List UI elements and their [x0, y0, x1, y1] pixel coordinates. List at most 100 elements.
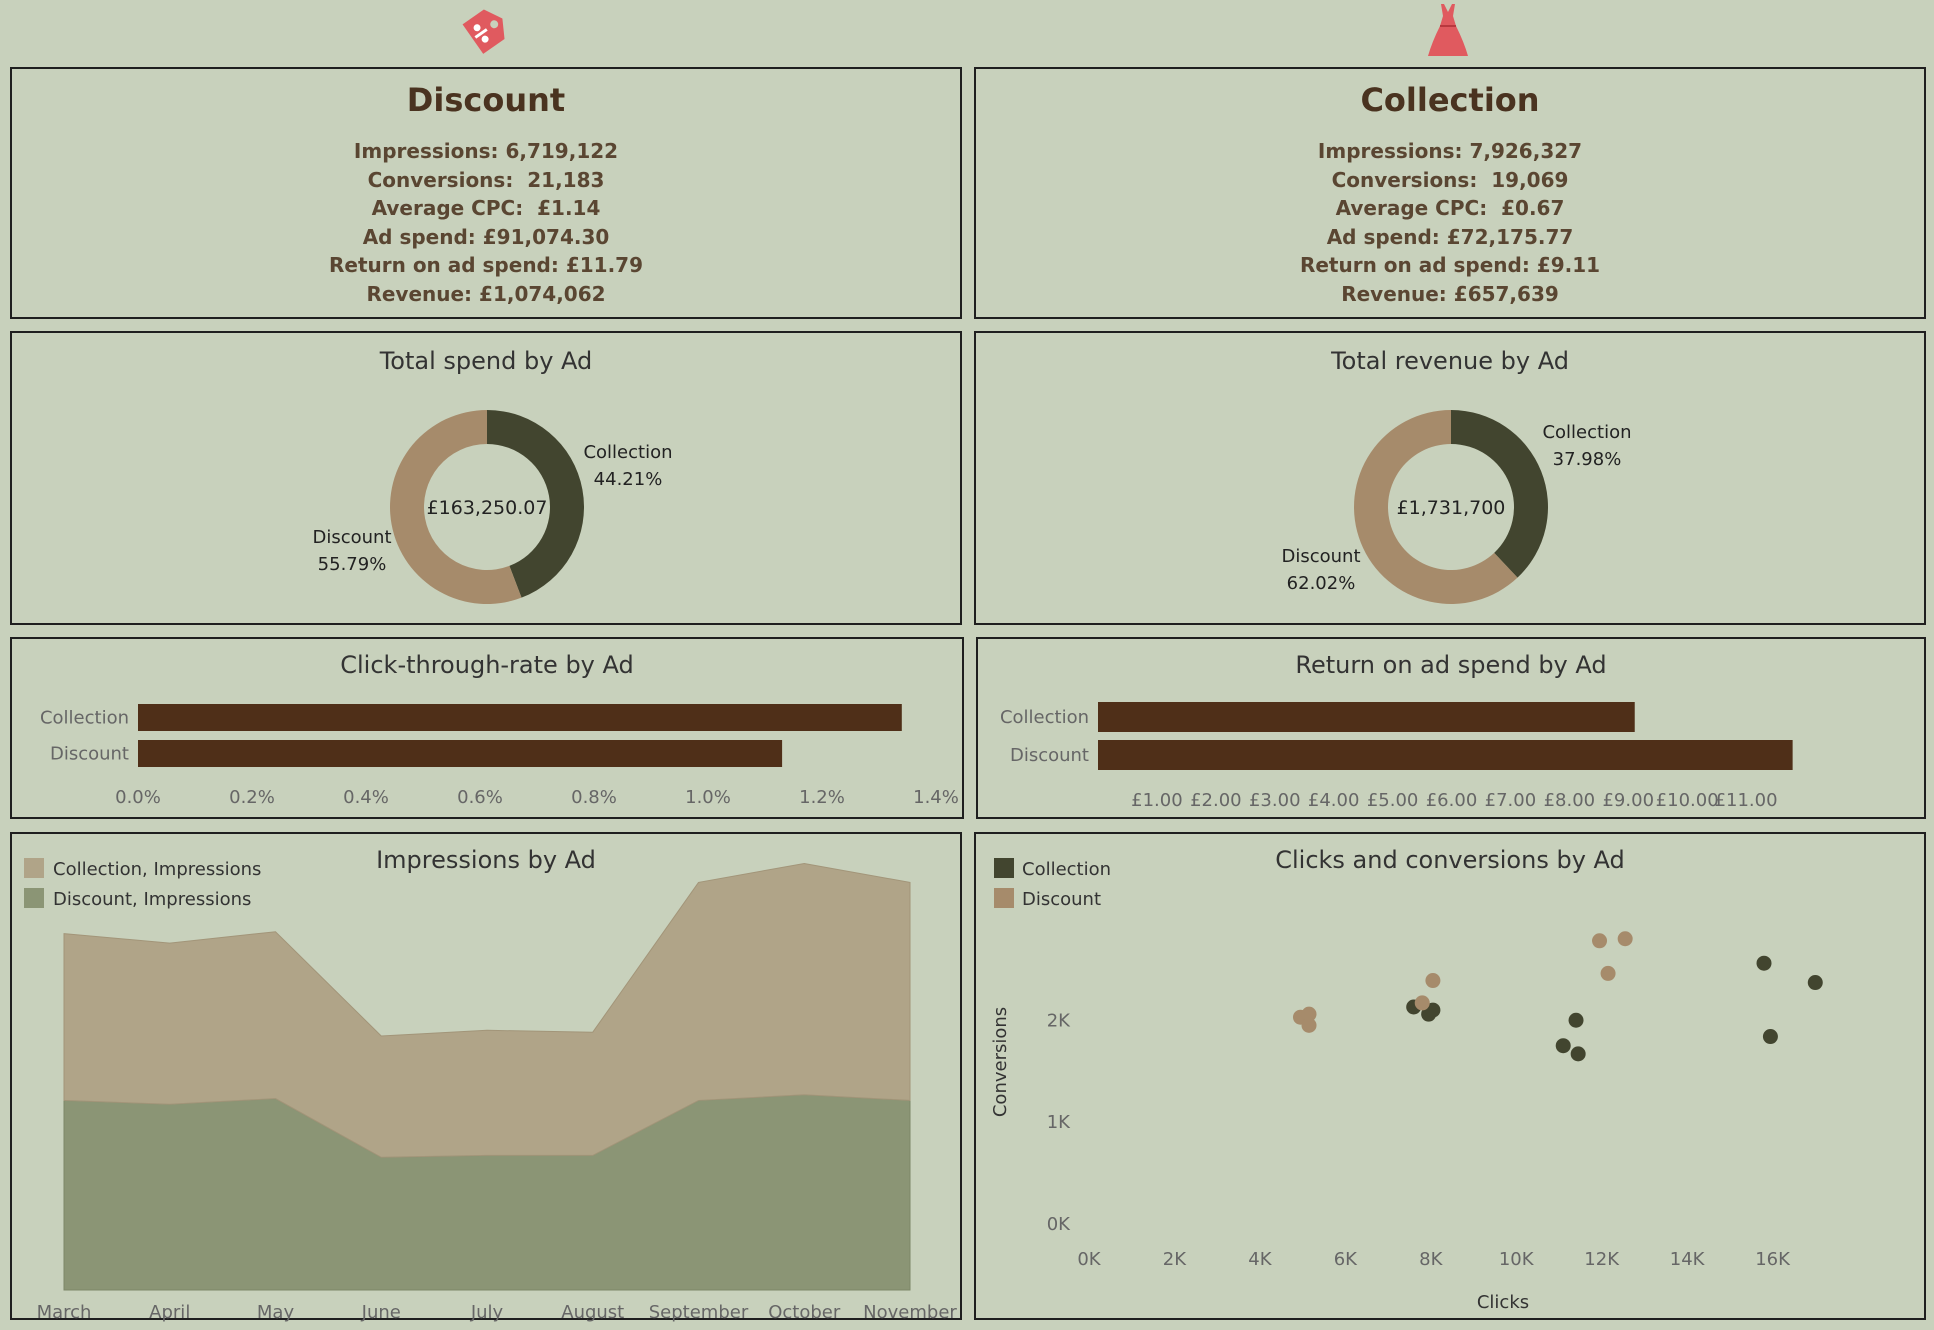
x-tick-label: £9.00 — [1602, 790, 1654, 811]
donut-slice-discount — [1354, 410, 1518, 604]
x-tick-label: 1.0% — [685, 787, 731, 808]
kpi-title-collection: Collection — [1360, 81, 1540, 119]
x-tick-label: £1.00 — [1131, 790, 1183, 811]
roas-bar-title: Return on ad spend by Ad — [1295, 651, 1607, 679]
legend-label: Collection — [1022, 859, 1111, 880]
donut-center-total: £1,731,700 — [1397, 497, 1506, 519]
x-tick-label: August — [561, 1302, 624, 1323]
dress-icon — [1426, 2, 1470, 58]
bar-category-label: Discount — [50, 744, 129, 765]
x-tick-label: July — [470, 1302, 504, 1323]
kpi-average-cpc: Average CPC: £1.14 — [371, 196, 601, 220]
roas-bar-panel: Return on ad spend by Ad Collection Disco… — [976, 637, 1926, 819]
ctr-bar-chart: Collection Discount 0.0% 0.2% 0.4% 0.6% 0.8% 1.… — [40, 704, 959, 808]
impressions-area-panel: Impressions by Ad March April May June July A… — [10, 832, 962, 1323]
x-axis-label: Clicks — [1477, 1292, 1529, 1313]
scatter-point-collection — [1568, 1012, 1584, 1028]
scatter-title: Clicks and conversions by Ad — [1275, 846, 1625, 874]
y-axis-label: Conversions — [990, 1007, 1011, 1117]
scatter-point-discount — [1425, 973, 1441, 989]
scatter-point-collection — [1425, 1002, 1441, 1018]
x-tick-label: £8.00 — [1544, 790, 1596, 811]
bar-discount — [1098, 740, 1793, 770]
bar-discount — [138, 740, 783, 767]
x-tick-label: 1.2% — [799, 787, 845, 808]
x-tick-label: 0.6% — [457, 787, 503, 808]
donut-slice-name: Collection — [1542, 422, 1631, 443]
kpi-title-discount: Discount — [406, 81, 566, 119]
impressions-area-chart: March April May June July August September Octo… — [24, 858, 957, 1323]
donut-slice-pct: 62.02% — [1287, 573, 1356, 594]
x-tick-label: October — [768, 1302, 841, 1323]
bar-category-label: Collection — [1000, 707, 1089, 728]
kpi-lines-collection: Impressions: 7,926,327 Conversions: 19,0… — [976, 137, 1924, 308]
x-tick-label: 8K — [1419, 1249, 1443, 1270]
scatter-point-discount — [1301, 1006, 1317, 1022]
donut-slice-name: Discount — [312, 527, 391, 548]
x-tick-label: £5.00 — [1367, 790, 1419, 811]
scatter-point-collection — [1807, 975, 1823, 991]
x-tick-label: £4.00 — [1308, 790, 1360, 811]
x-tick-label: September — [649, 1302, 749, 1323]
x-tick-label: £7.00 — [1485, 790, 1537, 811]
donut-slice-name: Discount — [1281, 546, 1360, 567]
legend-swatch — [24, 888, 44, 908]
kpi-average-cpc: Average CPC: £0.67 — [1335, 196, 1565, 220]
legend-swatch — [994, 858, 1014, 878]
x-tick-label: May — [257, 1302, 295, 1323]
kpi-panel-collection: Collection Impressions: 7,926,327 Conver… — [974, 67, 1926, 319]
kpi-conversions: Conversions: 19,069 — [1331, 167, 1569, 192]
ctr-bar-title: Click-through-rate by Ad — [340, 651, 634, 679]
x-tick-label: 0.8% — [571, 787, 617, 808]
kpi-roas: Return on ad spend: £9.11 — [1299, 253, 1601, 277]
kpi-conversions: Conversions: 21,183 — [367, 167, 605, 192]
scatter-point-collection — [1570, 1046, 1586, 1062]
x-tick-label: 1.4% — [913, 787, 959, 808]
scatter-point-discount — [1617, 931, 1633, 947]
scatter-point-collection — [1756, 955, 1772, 971]
x-tick-label: 14K — [1670, 1249, 1706, 1270]
legend-label: Discount, Impressions — [53, 889, 251, 910]
scatter-point-discount — [1600, 965, 1616, 981]
x-tick-label: 12K — [1584, 1249, 1620, 1270]
scatter-chart: 0K 2K 4K 6K 8K 10K 12K 14K 16K 0K 1K 2K Clicks Conver… — [990, 858, 1823, 1313]
bar-collection — [138, 704, 902, 731]
legend-swatch — [24, 858, 44, 878]
donut-slice-discount — [390, 410, 522, 604]
scatter-point-discount — [1414, 995, 1430, 1011]
donut-slice-collection — [487, 410, 585, 598]
kpi-ad-spend: Ad spend: £91,074.30 — [362, 224, 610, 249]
x-tick-label: £3.00 — [1249, 790, 1301, 811]
legend-label: Discount — [1022, 889, 1101, 910]
x-tick-label: 6K — [1334, 1249, 1358, 1270]
kpi-roas: Return on ad spend: £11.79 — [328, 253, 644, 277]
discount-tag-icon — [458, 2, 514, 58]
y-tick-label: 2K — [1047, 1010, 1071, 1031]
kpi-revenue: Revenue: £1,074,062 — [366, 281, 606, 306]
x-tick-label: 0.2% — [229, 787, 275, 808]
bar-collection — [1098, 702, 1635, 732]
x-tick-label: £10.00 — [1656, 790, 1719, 811]
kpi-impressions: Impressions: 6,719,122 — [353, 139, 619, 163]
x-tick-label: 0.0% — [115, 787, 161, 808]
roas-bar-chart: Collection Discount £1.00 £2.00 £3.00 £4.00 £5… — [1000, 702, 1793, 811]
x-tick-label: November — [863, 1302, 957, 1323]
donut-center-total: £163,250.07 — [427, 497, 548, 519]
x-tick-label: 4K — [1248, 1249, 1272, 1270]
revenue-donut-chart: Collection 37.98% Discount 62.02% £1,731,700 — [1281, 410, 1632, 604]
bar-category-label: Collection — [40, 708, 129, 729]
y-tick-label: 0K — [1047, 1214, 1071, 1235]
impressions-area-title: Impressions by Ad — [376, 846, 596, 874]
kpi-impressions: Impressions: 7,926,327 — [1317, 139, 1583, 163]
x-tick-label: £6.00 — [1426, 790, 1478, 811]
donut-slice-pct: 44.21% — [594, 469, 663, 490]
revenue-donut-title: Total revenue by Ad — [1331, 347, 1569, 375]
scatter-point-discount — [1301, 1017, 1317, 1033]
bar-category-label: Discount — [1010, 745, 1089, 766]
donut-slice-pct: 37.98% — [1553, 449, 1622, 470]
x-tick-label: 10K — [1499, 1249, 1535, 1270]
y-tick-label: 1K — [1047, 1112, 1071, 1133]
x-tick-label: April — [149, 1302, 190, 1323]
legend-label: Collection, Impressions — [53, 859, 261, 880]
x-tick-label: 0.4% — [343, 787, 389, 808]
